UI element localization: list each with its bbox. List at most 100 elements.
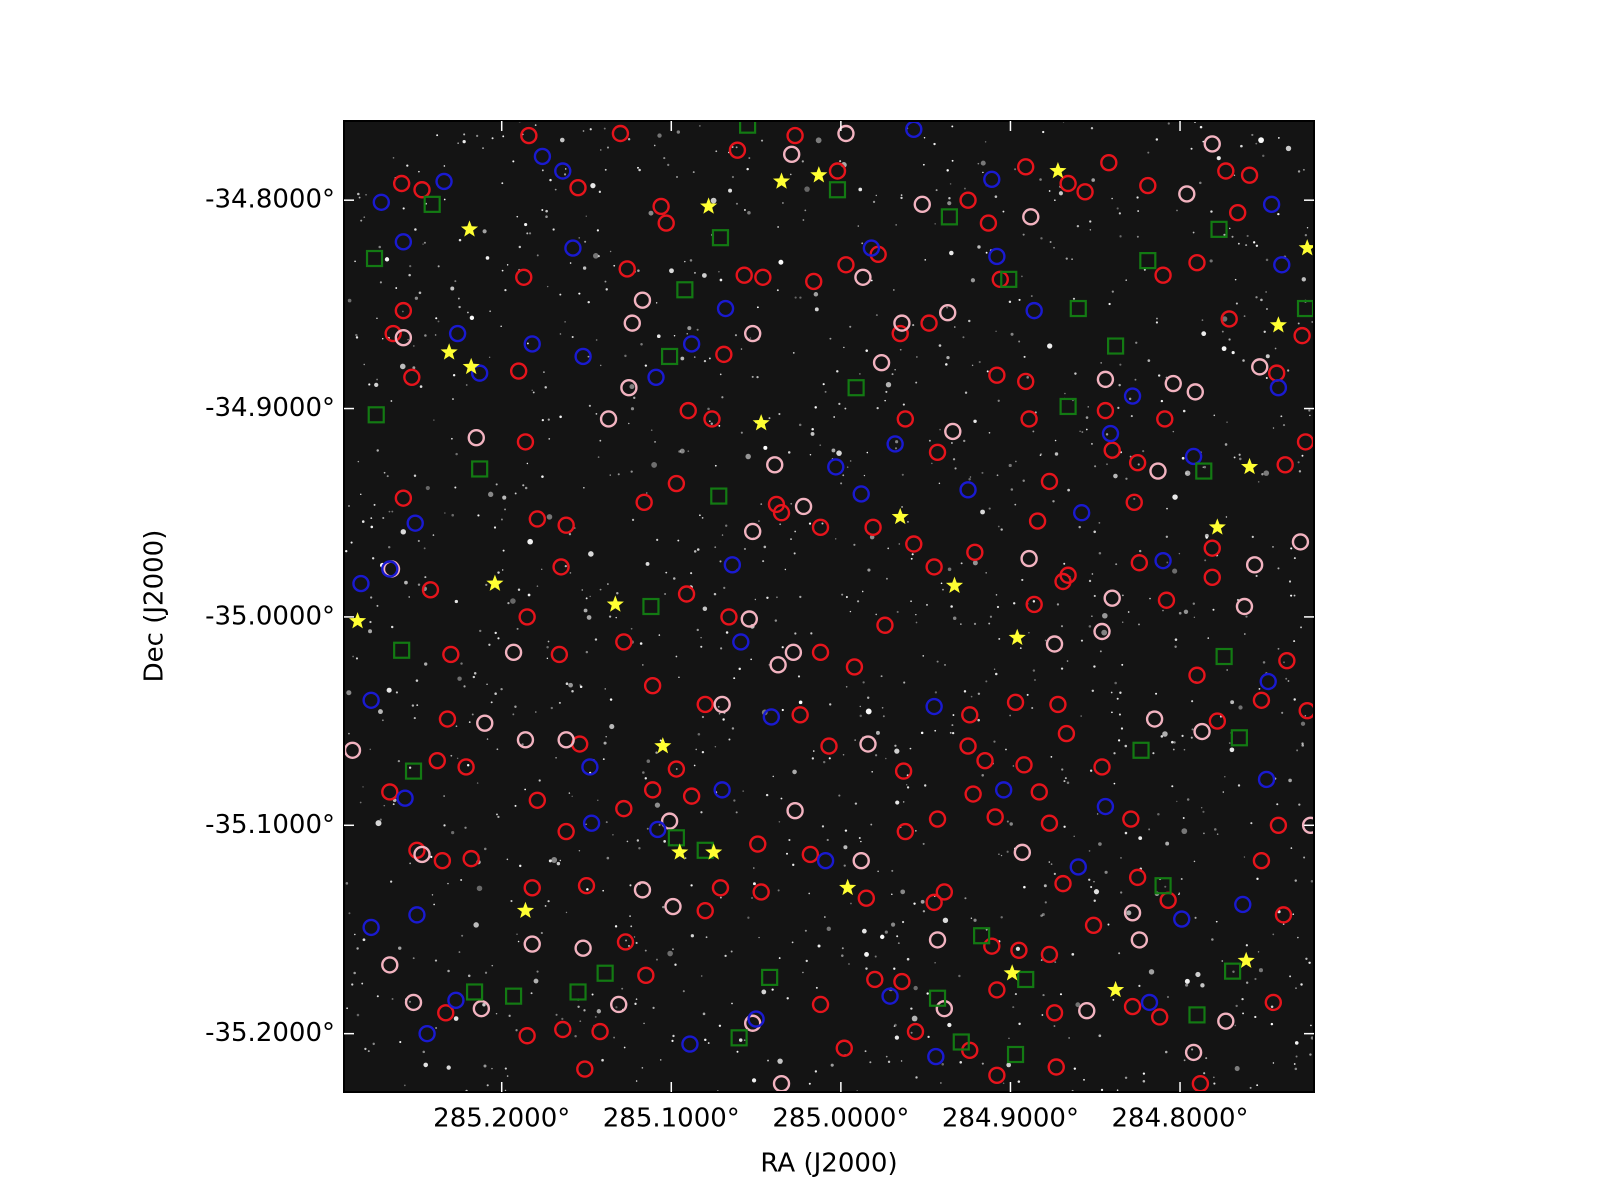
- background-star: [1223, 233, 1226, 236]
- background-star: [870, 823, 873, 826]
- background-star: [865, 708, 872, 715]
- background-star: [409, 862, 411, 865]
- background-star: [502, 549, 505, 552]
- background-star: [367, 1050, 370, 1053]
- background-star: [1290, 847, 1293, 849]
- source-square: [761, 968, 779, 986]
- background-star: [1061, 768, 1064, 771]
- background-star: [1076, 224, 1080, 228]
- background-star: [1087, 406, 1090, 408]
- background-star: [1073, 835, 1075, 838]
- source-circle: [827, 458, 845, 476]
- background-star: [778, 957, 781, 959]
- background-star: [1089, 229, 1092, 231]
- source-circle: [1251, 358, 1269, 376]
- background-star: [1191, 728, 1194, 731]
- background-star: [624, 354, 627, 358]
- background-star: [536, 585, 539, 587]
- background-star: [538, 779, 541, 782]
- source-circle: [811, 995, 830, 1014]
- background-star: [828, 757, 831, 760]
- background-star: [1297, 461, 1300, 464]
- background-star: [1255, 296, 1258, 299]
- background-star: [461, 934, 464, 937]
- background-star: [877, 870, 879, 873]
- background-star: [871, 771, 873, 773]
- background-star: [848, 963, 850, 965]
- background-star: [561, 1017, 564, 1020]
- background-star: [1298, 470, 1302, 473]
- background-star: [502, 495, 507, 500]
- background-star: [642, 664, 644, 666]
- source-circle: [611, 124, 630, 143]
- source-circle: [1093, 622, 1111, 641]
- background-star: [696, 548, 700, 551]
- source-circle: [927, 1047, 945, 1066]
- background-star: [594, 638, 598, 641]
- background-star: [1107, 923, 1110, 926]
- background-star: [457, 676, 462, 681]
- source-circle: [554, 162, 572, 180]
- source-square: [423, 195, 441, 213]
- background-star: [465, 384, 468, 386]
- background-star: [947, 201, 952, 206]
- source-circle: [1096, 370, 1115, 389]
- x-tick-label: 285.0000°: [772, 1104, 909, 1134]
- background-star: [531, 389, 533, 392]
- background-star: [1200, 807, 1203, 809]
- background-star: [613, 1036, 616, 1039]
- background-star: [1203, 1072, 1206, 1075]
- background-star: [1162, 731, 1168, 737]
- y-tick-label: -35.2000°: [205, 1018, 335, 1048]
- source-circle: [1301, 816, 1314, 834]
- source-circle: [925, 893, 943, 912]
- background-star: [1293, 698, 1296, 701]
- background-star: [894, 744, 897, 747]
- source-circle: [518, 1027, 536, 1045]
- background-star: [742, 790, 745, 792]
- background-star: [400, 529, 407, 535]
- background-star: [549, 178, 552, 182]
- background-star: [667, 950, 673, 957]
- source-circle: [1015, 756, 1033, 774]
- background-star: [1040, 959, 1043, 961]
- source-circle: [618, 260, 636, 278]
- background-star: [592, 253, 599, 259]
- background-star: [745, 453, 751, 460]
- background-star: [1170, 740, 1174, 744]
- background-star: [690, 572, 693, 575]
- background-star: [486, 738, 489, 740]
- background-star: [1118, 713, 1121, 716]
- source-circle: [1139, 176, 1157, 195]
- background-star: [1021, 275, 1023, 278]
- source-circle: [964, 785, 982, 803]
- background-star: [582, 130, 585, 132]
- background-star: [909, 747, 912, 750]
- background-star: [588, 404, 591, 407]
- background-star: [514, 492, 517, 495]
- source-circle: [1049, 695, 1067, 714]
- background-star: [915, 613, 917, 616]
- source-circle: [1045, 1004, 1064, 1022]
- background-star: [952, 714, 955, 716]
- background-star: [841, 947, 844, 950]
- background-star: [950, 442, 953, 444]
- background-star: [1014, 503, 1017, 506]
- background-star: [1221, 960, 1224, 962]
- background-star: [1184, 470, 1191, 476]
- y-tick-label: -35.0000°: [205, 601, 335, 631]
- background-star: [452, 398, 454, 400]
- background-star: [352, 655, 354, 658]
- background-star: [408, 1000, 412, 1003]
- background-star: [1296, 749, 1299, 752]
- background-star: [799, 296, 802, 299]
- background-star: [1119, 691, 1122, 694]
- background-star: [1255, 574, 1258, 578]
- background-star: [1093, 889, 1100, 895]
- background-star: [784, 568, 787, 571]
- source-circle: [472, 999, 491, 1018]
- background-star: [735, 146, 738, 149]
- background-star: [1194, 916, 1197, 919]
- background-star: [906, 786, 910, 789]
- background-star: [1155, 692, 1158, 695]
